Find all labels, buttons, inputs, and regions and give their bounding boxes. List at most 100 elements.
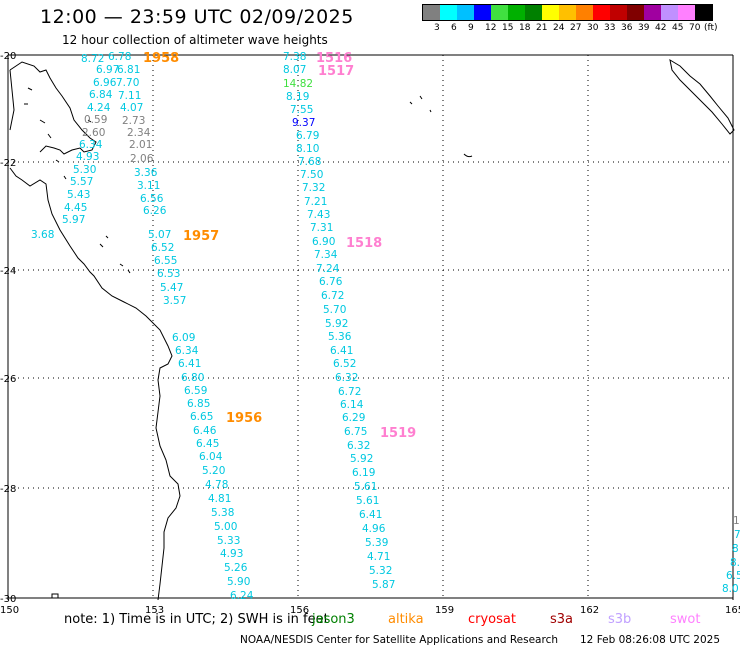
legend-swatch — [627, 5, 644, 20]
longitude-label: 162 — [580, 605, 599, 616]
pass-number-label: 1956 — [226, 411, 262, 426]
wave-height-value: 7.11 — [118, 90, 141, 102]
wave-height-value: 8.19 — [286, 91, 309, 103]
latitude-label: -20 — [0, 51, 16, 62]
wave-height-value: 5.00 — [214, 521, 237, 533]
small-island — [51, 593, 59, 599]
legend-swatch — [559, 5, 576, 20]
legend-color-bar — [422, 4, 713, 21]
wave-height-value: 7.32 — [302, 182, 325, 194]
wave-height-value: 5.39 — [365, 537, 388, 549]
legend-swatch — [644, 5, 661, 20]
legend-swatch — [695, 5, 712, 20]
legend-swatch — [423, 5, 440, 20]
wave-height-value: 6.79 — [296, 130, 319, 142]
wave-height-value: 2.06 — [130, 153, 154, 165]
satellite-swot: swot — [670, 612, 701, 627]
legend-swatch — [440, 5, 457, 20]
wave-height-value: 5.90 — [227, 576, 250, 588]
wave-height-value: 7.24 — [316, 263, 340, 275]
wave-height-value: 4.93 — [220, 548, 243, 560]
legend-tick-label: 24 — [553, 23, 565, 33]
satellite-s3b: s3b — [608, 612, 632, 627]
pass-number-label: 1519 — [380, 426, 416, 441]
wave-height-value: 6.04 — [199, 451, 223, 463]
wave-height-value: 5.38 — [211, 507, 234, 519]
legend-tick-label: 27 — [570, 23, 582, 33]
island-fragment — [409, 95, 473, 158]
wave-height-value: 6.80 — [181, 372, 204, 384]
wave-height-value: 4.71 — [367, 551, 390, 563]
wave-height-value: 6.34 — [79, 139, 103, 151]
legend-tick-label: 42 — [655, 23, 667, 33]
wave-height-value: 8. — [730, 557, 740, 569]
australia-coastline — [9, 61, 181, 601]
legend-unit-label: (ft) — [704, 23, 718, 33]
wave-height-value: 5.92 — [350, 453, 373, 465]
wave-height-value: 6.26 — [143, 205, 167, 217]
longitude-label: 150 — [0, 605, 19, 616]
wave-height-value: 6.52 — [151, 242, 174, 254]
wave-height-value: 6.19 — [352, 467, 375, 479]
legend-swatch — [525, 5, 542, 20]
map-title: 12:00 — 23:59 UTC 02/09/2025 — [40, 6, 354, 28]
wave-height-value: 3.11 — [137, 180, 160, 192]
wave-height-value: 9.37 — [292, 117, 315, 129]
wave-height-value: 5.30 — [73, 164, 96, 176]
wave-height-value: 1 — [733, 515, 740, 527]
wave-height-value: 4.96 — [362, 523, 386, 535]
wave-height-value: 7.55 — [290, 104, 313, 116]
wave-height-value: 5.36 — [328, 331, 352, 343]
legend-tick-label: 3 — [434, 23, 440, 33]
wave-height-value: 6.52 — [333, 358, 356, 370]
wave-height-value: 6.75 — [344, 426, 367, 438]
lat-lon-grid — [7, 54, 734, 600]
wave-height-value: 3.36 — [134, 167, 158, 179]
wave-height-value: 4.45 — [64, 202, 87, 214]
legend-tick-label: 33 — [604, 23, 616, 33]
legend-swatch — [576, 5, 593, 20]
wave-height-value: 6.84 — [89, 89, 113, 101]
wave-height-value: 6.59 — [184, 385, 207, 397]
latitude-label: -24 — [0, 266, 16, 277]
wave-height-value: 4.07 — [120, 102, 143, 114]
footer-note: note: 1) Time is in UTC; 2) SWH is in fe… — [64, 612, 329, 627]
legend-tick-labels: 3 6 9 12 15 18 21 24 27 30 33 36 39 42 45 70 (ft) — [422, 21, 718, 35]
wave-height-value: 6.34 — [175, 345, 199, 357]
wave-height-value: 6.45 — [196, 438, 219, 450]
legend-swatch — [474, 5, 491, 20]
wave-height-value: 7.31 — [310, 222, 333, 234]
wave-height-value: 5.97 — [62, 214, 85, 226]
legend-tick-label: 39 — [638, 23, 650, 33]
legend-swatch — [678, 5, 695, 20]
legend-tick-label: 15 — [502, 23, 514, 33]
credit-line: NOAA/NESDIS Center for Satellite Applica… — [240, 634, 558, 646]
wave-height-value: 6.81 — [117, 64, 140, 76]
wave-height-value: 5.20 — [202, 465, 225, 477]
legend-swatch — [491, 5, 508, 20]
wave-height-value: 5.92 — [325, 318, 348, 330]
wave-height-value: 5.61 — [354, 481, 377, 493]
wave-height-value: 0.59 — [84, 114, 107, 126]
wave-height-value: 8 — [732, 543, 739, 555]
pass-number-label: 1518 — [346, 236, 382, 251]
wave-height-value: 6.55 — [154, 255, 177, 267]
legend-tick-label: 45 — [672, 23, 684, 33]
wave-height-value: 7.34 — [314, 249, 338, 261]
wave-height-value: 3.57 — [163, 295, 186, 307]
wave-height-value: 8.72 — [81, 53, 104, 65]
wave-height-value: 6.41 — [330, 345, 353, 357]
longitude-label: 165 — [725, 605, 740, 616]
legend-tick-label: 12 — [485, 23, 497, 33]
wave-height-value: 3.68 — [31, 229, 54, 241]
pass-number-label: 1958 — [143, 51, 179, 66]
legend-swatch — [542, 5, 559, 20]
legend-swatch — [593, 5, 610, 20]
wave-height-value: 5.43 — [67, 189, 90, 201]
pass-number-label: 1516 — [316, 51, 352, 66]
legend-swatch — [457, 5, 474, 20]
wave-height-value: 2.73 — [122, 115, 145, 127]
wave-height-value: 6.29 — [342, 412, 365, 424]
wave-height-value: 6.97 — [96, 64, 119, 76]
